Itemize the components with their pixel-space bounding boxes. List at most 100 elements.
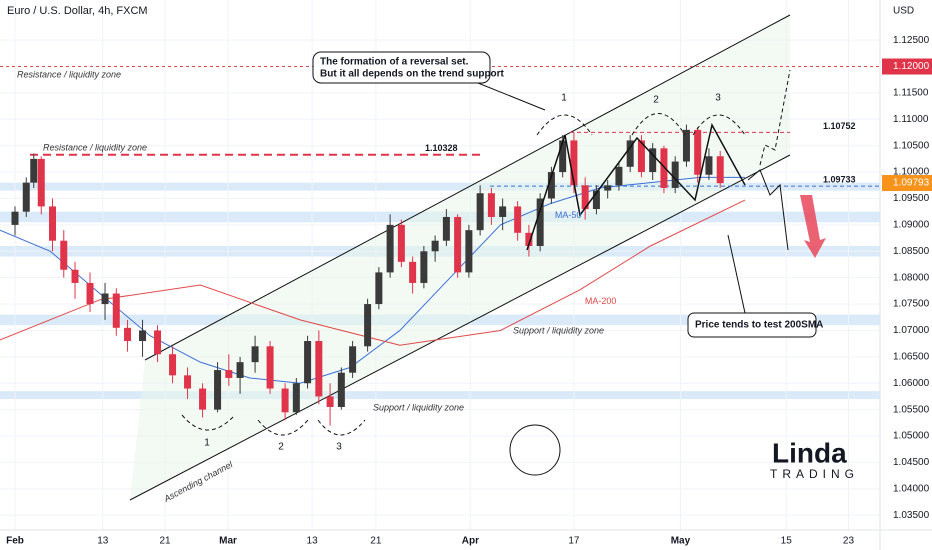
price-badge xyxy=(882,175,932,192)
price-badge-label: 1.09793 xyxy=(893,178,930,189)
candle-body xyxy=(682,129,690,162)
y-tick-label: 1.04000 xyxy=(893,483,930,494)
candle-body xyxy=(581,185,589,210)
candle-body xyxy=(626,140,634,167)
note-box xyxy=(687,312,817,338)
candle-body xyxy=(547,172,555,199)
level-label: 1.09733 xyxy=(823,175,856,185)
logo-sub: TRADING xyxy=(770,467,859,481)
x-tick-label: 21 xyxy=(159,536,171,547)
channel-lower xyxy=(129,154,791,501)
y-tick-label: 1.04500 xyxy=(893,457,930,468)
candle-body xyxy=(169,354,177,376)
y-tick-label: 1.06000 xyxy=(893,378,930,389)
low-mark: 1 xyxy=(204,438,210,449)
candle-body xyxy=(660,148,668,188)
candle-body xyxy=(37,158,45,207)
x-tick-label: Feb xyxy=(6,536,24,547)
candle-body xyxy=(604,185,612,191)
y-tick-label: 1.07000 xyxy=(893,325,930,336)
axis-unit: USD xyxy=(893,6,914,17)
candle-body xyxy=(694,129,702,175)
x-tick-label: 13 xyxy=(307,536,319,547)
candle-body xyxy=(570,140,578,186)
candle-body xyxy=(559,140,567,173)
down-arrow xyxy=(800,195,826,258)
note-text: Price tends to test 200SMA xyxy=(695,320,823,331)
top-mark: 1 xyxy=(561,93,567,104)
projection-up xyxy=(759,69,791,166)
x-tick-label: May xyxy=(671,536,691,547)
callout-pointer xyxy=(477,82,546,111)
candle-body xyxy=(454,216,462,273)
y-tick-label: 1.11000 xyxy=(893,114,929,125)
y-tick-label: 1.03500 xyxy=(893,510,930,521)
zone-label: Resistance / liquidity zone xyxy=(43,142,147,152)
y-tick-label: 1.10500 xyxy=(893,140,930,151)
x-tick-label: Apr xyxy=(462,536,479,547)
candle-body xyxy=(124,327,132,342)
x-tick-label: 15 xyxy=(781,536,793,547)
candle-body xyxy=(22,182,30,212)
candle-body xyxy=(397,224,405,262)
candle-body xyxy=(292,383,300,413)
candle-body xyxy=(420,251,428,283)
y-tick-label: 1.12500 xyxy=(893,35,930,46)
meme-face xyxy=(509,424,561,476)
x-tick-label: 23 xyxy=(843,536,855,547)
y-tick-label: 1.09500 xyxy=(893,193,930,204)
low-arcs xyxy=(181,414,366,436)
candle-body xyxy=(236,362,244,378)
price-badge-label: 1.12000 xyxy=(893,61,930,72)
candle-body xyxy=(476,193,484,231)
level-label: 1.10328 xyxy=(425,143,458,153)
liquidity-zone xyxy=(0,391,880,400)
top-mark: 3 xyxy=(715,93,721,104)
price-badge xyxy=(882,58,932,75)
candle-body xyxy=(637,140,645,173)
candle-body xyxy=(225,370,233,378)
candle-body xyxy=(536,198,544,246)
ma-line xyxy=(0,176,745,384)
y-tick-label: 1.08500 xyxy=(893,246,930,257)
x-tick-label: Mar xyxy=(219,536,237,547)
channel-upper xyxy=(144,14,791,361)
top-arcs xyxy=(536,113,746,136)
y-tick-label: 1.05000 xyxy=(893,431,930,442)
candle-body xyxy=(49,206,57,241)
candle-body xyxy=(60,240,68,270)
callout-text: But it all depends on the trend support xyxy=(320,69,505,80)
x-tick-label: 17 xyxy=(568,536,580,547)
candle-body xyxy=(251,346,259,363)
y-tick-label: 1.09000 xyxy=(893,220,930,231)
candle-body xyxy=(431,240,439,252)
ma-lines xyxy=(0,176,746,384)
candle-body xyxy=(615,166,623,186)
liquidity-zone xyxy=(0,182,880,191)
level-label: 1.10752 xyxy=(823,121,856,131)
candle-body xyxy=(214,370,222,410)
y-tick-label: 1.10000 xyxy=(893,167,930,178)
candle-body xyxy=(304,341,312,384)
pattern-zigzag xyxy=(526,122,746,251)
low-mark: 2 xyxy=(278,442,284,453)
candle-body xyxy=(671,161,679,188)
callout-text: The formation of a reversal set. xyxy=(320,57,469,68)
candle-body xyxy=(592,190,600,210)
candle-body xyxy=(101,293,109,305)
ma-label: MA-200 xyxy=(585,296,617,306)
candle-body xyxy=(409,261,417,283)
candle-body xyxy=(154,330,162,355)
candle-body xyxy=(386,224,394,273)
candle-body xyxy=(71,269,79,283)
candle-body xyxy=(499,206,507,217)
low-mark: 3 xyxy=(336,442,342,453)
y-tick-label: 1.06500 xyxy=(893,351,930,362)
candle-body xyxy=(465,230,473,273)
candle-body xyxy=(442,216,450,241)
candle-body xyxy=(139,330,147,342)
candle-body xyxy=(705,156,713,175)
candle-body xyxy=(199,388,207,410)
zone-label: Support / liquidity zone xyxy=(513,325,604,335)
